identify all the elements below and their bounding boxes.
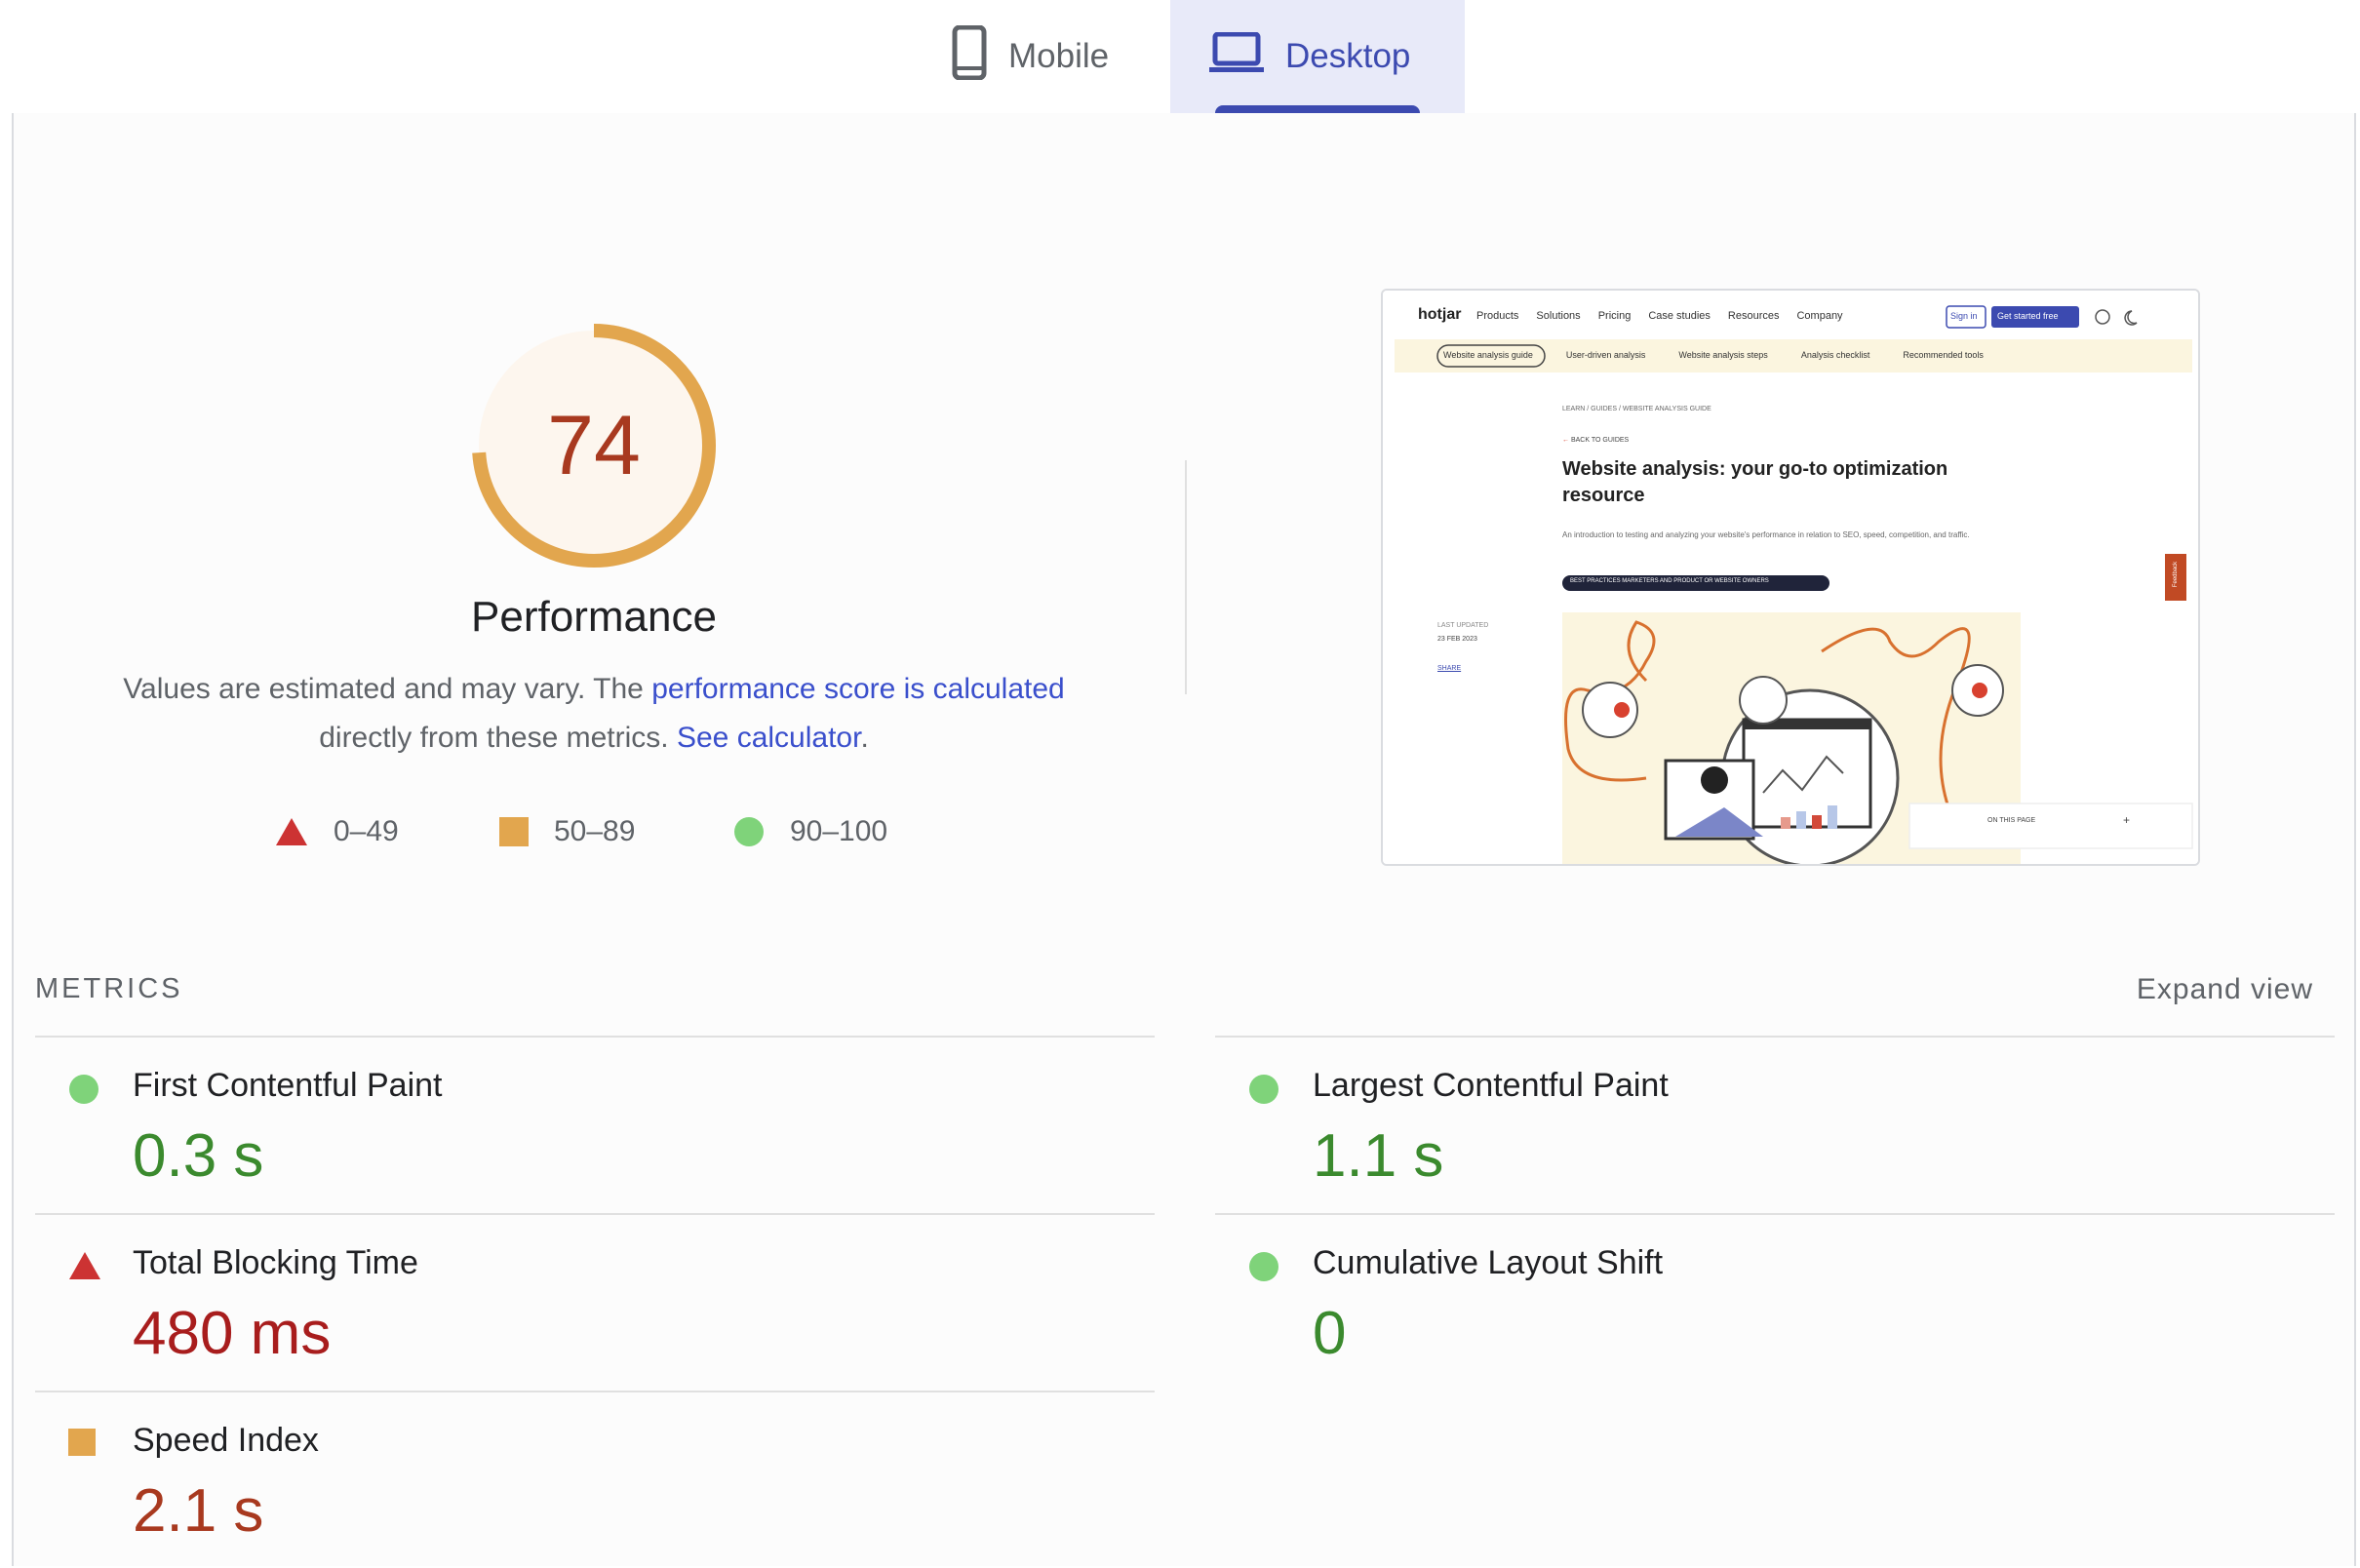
nav-item: Company: [1796, 310, 1843, 322]
section-divider: [1185, 460, 1187, 694]
performance-title: Performance: [471, 593, 717, 641]
metric-name: Largest Contentful Paint: [1313, 1067, 1669, 1104]
device-tabs: Mobile Desktop: [0, 0, 2360, 113]
circle-icon: [69, 1075, 98, 1104]
report-panel: 74 Performance Values are estimated and …: [12, 113, 2356, 1566]
screenshot-subnav: Website analysis guide User-driven analy…: [1443, 350, 1984, 360]
last-updated-label: LAST UPDATED: [1437, 622, 1489, 629]
phone-icon: [952, 24, 987, 89]
performance-score: 74: [547, 398, 641, 492]
legend-fail-label: 0–49: [334, 815, 399, 847]
screenshot-heading: Website analysis: your go-to optimizatio…: [1562, 458, 1948, 506]
description-text-3: .: [860, 722, 869, 754]
metric-name: Speed Index: [133, 1422, 319, 1459]
plus-icon: +: [2123, 813, 2131, 827]
circle-icon: [734, 817, 764, 846]
screenshot-intro: An introduction to testing and analyzing…: [1562, 530, 1970, 539]
nav-item: Products: [1476, 310, 1519, 322]
score-calculated-link[interactable]: performance score is calculated: [651, 673, 1065, 705]
screenshot-tag: BEST PRACTICES MARKETERS AND PRODUCT OR …: [1570, 578, 1769, 584]
nav-item: Pricing: [1597, 310, 1632, 322]
subnav-item: User-driven analysis: [1565, 350, 1646, 360]
metric-name: First Contentful Paint: [133, 1067, 443, 1104]
metric-value: 0: [1313, 1300, 1347, 1367]
legend-pass-label: 90–100: [790, 815, 888, 847]
performance-gauge: 74: [462, 314, 726, 577]
metric-value: 480 ms: [133, 1300, 332, 1367]
gauge-arc: [472, 324, 716, 568]
feedback-tab: Feedback: [2173, 561, 2179, 588]
score-description: Values are estimated and may vary. The p…: [101, 665, 1086, 763]
screenshot-back-link: ← BACK TO GUIDES: [1562, 437, 1630, 444]
triangle-icon: [69, 1252, 100, 1279]
description-text-1: Values are estimated and may vary. The: [123, 673, 652, 705]
square-icon: [68, 1429, 96, 1456]
expand-view-button[interactable]: Expand view: [2136, 973, 2313, 1005]
tab-mobile[interactable]: Mobile: [913, 0, 1172, 113]
metric-first-contentful-paint: First Contentful Paint 0.3 s: [35, 1036, 1155, 1213]
metric-speed-index: Speed Index 2.1 s: [35, 1391, 1155, 1568]
tab-mobile-label: Mobile: [1008, 37, 1110, 75]
on-this-page: ON THIS PAGE: [1987, 817, 2036, 824]
last-updated-date: 23 FEB 2023: [1437, 636, 1477, 643]
metric-value: 1.1 s: [1313, 1122, 1444, 1190]
circle-icon: [1249, 1075, 1278, 1104]
sign-in-button: Sign in: [1950, 311, 1978, 321]
legend-fail: 0–49: [275, 807, 399, 856]
tab-desktop-label: Desktop: [1285, 37, 1411, 75]
metric-cumulative-layout-shift: Cumulative Layout Shift 0: [1215, 1213, 2335, 1391]
nav-item: Case studies: [1648, 310, 1711, 322]
subnav-item: Analysis checklist: [1800, 350, 1870, 360]
subnav-item: Website analysis guide: [1443, 350, 1533, 360]
legend-average-label: 50–89: [554, 815, 636, 847]
metric-name: Cumulative Layout Shift: [1313, 1244, 1664, 1281]
legend-pass: 90–100: [733, 807, 887, 856]
metric-name: Total Blocking Time: [133, 1244, 418, 1281]
tab-desktop[interactable]: Desktop: [1170, 0, 1465, 113]
laptop-icon: [1209, 31, 1264, 82]
legend-average: 50–89: [499, 807, 635, 856]
screenshot-nav: Products Solutions Pricing Case studies …: [1476, 310, 1843, 322]
hotjar-logo: hotjar: [1418, 306, 1462, 323]
metrics-header: METRICS: [35, 973, 183, 1004]
subnav-item: Website analysis steps: [1678, 350, 1768, 360]
square-icon: [499, 817, 529, 846]
nav-item: Resources: [1727, 310, 1780, 322]
subnav-item: Recommended tools: [1903, 350, 1984, 360]
metric-value: 2.1 s: [133, 1477, 264, 1545]
active-tab-indicator: [1215, 105, 1420, 113]
get-started-button: Get started free: [1997, 311, 2059, 321]
nav-item: Solutions: [1536, 310, 1581, 322]
see-calculator-link[interactable]: See calculator: [676, 722, 861, 754]
page-screenshot: hotjar Products Solutions Pricing Case s…: [1381, 289, 2200, 866]
metric-largest-contentful-paint: Largest Contentful Paint 1.1 s: [1215, 1036, 2335, 1213]
metric-value: 0.3 s: [133, 1122, 264, 1190]
circle-icon: [1249, 1252, 1278, 1281]
description-text-2: directly from these metrics.: [319, 722, 677, 754]
share-link: SHARE: [1437, 665, 1462, 672]
metric-total-blocking-time: Total Blocking Time 480 ms: [35, 1213, 1155, 1391]
back-label: BACK TO GUIDES: [1570, 437, 1630, 444]
triangle-icon: [276, 818, 307, 845]
screenshot-breadcrumb: LEARN / GUIDES / WEBSITE ANALYSIS GUIDE: [1562, 406, 1711, 412]
